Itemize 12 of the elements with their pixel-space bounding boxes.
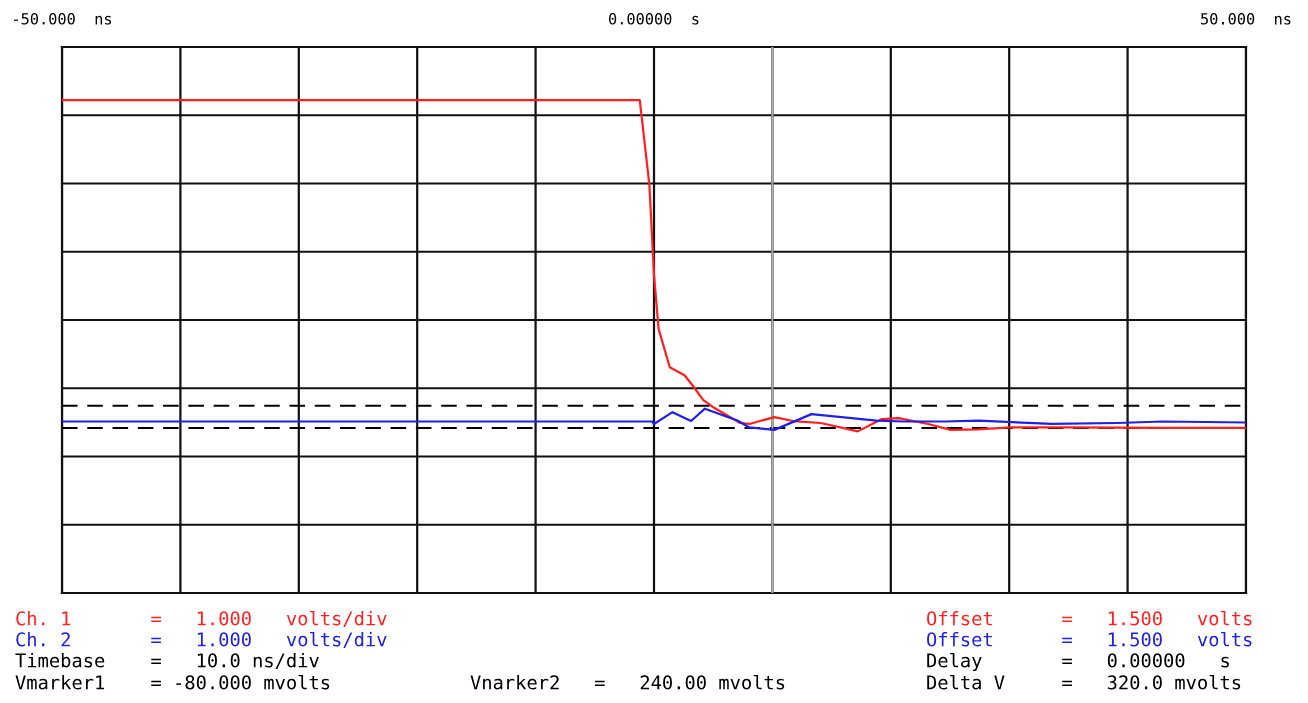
text: Vmarker1 = -80.000 mvolts	[15, 674, 330, 690]
text: Delay = 0.00000 s	[927, 652, 1229, 672]
x-tick-label: 0.00000 s	[609, 13, 699, 25]
text: Delta V = 320.0 mvolts	[927, 674, 1241, 690]
x-tick-label: -50.000 ns	[14, 13, 112, 25]
x-tick-label: 50.000 ns	[1201, 13, 1291, 25]
text: Ch. 1 = 1.000 volts/div	[16, 610, 387, 627]
text: Timebase = 10.0 ns/div	[15, 652, 319, 669]
text: Offset = 1.500 volts	[927, 610, 1252, 626]
text: Vnarker2 = 240.00 mvolts	[470, 674, 785, 690]
text: Ch. 2 = 1.000 volts/div	[16, 631, 387, 648]
text: Offset = 1.500 volts	[927, 631, 1252, 647]
